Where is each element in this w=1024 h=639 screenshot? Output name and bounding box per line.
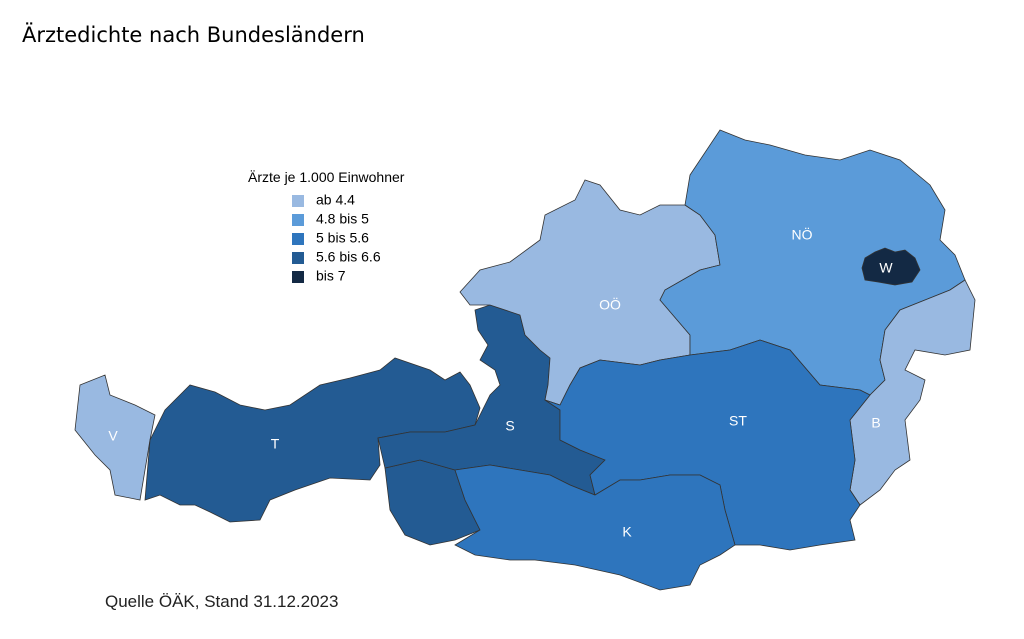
legend-label: 5.6 bis 6.6 (316, 249, 381, 265)
region-label: ST (729, 413, 747, 429)
legend-label: 4.8 bis 5 (316, 211, 369, 227)
region-label: W (879, 260, 893, 276)
legend-swatch (292, 271, 304, 283)
region-label: OÖ (599, 296, 621, 313)
region-k (454, 464, 736, 591)
legend-title: Ärzte je 1.000 Einwohner (248, 169, 405, 185)
legend: ab 4.4 4.8 bis 5 5 bis 5.6 5.6 bis 6.6 bis 7 (292, 192, 381, 284)
legend-swatch (292, 233, 304, 245)
region-st (544, 339, 871, 551)
region-label: NÖ (792, 226, 813, 243)
title: Ärztedichte nach Bundesländern (22, 22, 365, 47)
region-label: V (108, 428, 118, 444)
region-label: T (271, 436, 280, 452)
legend-swatch (292, 252, 304, 264)
region-label: K (622, 524, 632, 540)
region-label: B (871, 415, 880, 431)
legend-swatch (292, 214, 304, 226)
region-b (849, 279, 976, 506)
legend-label: bis 7 (316, 268, 346, 284)
region-label: S (505, 418, 514, 434)
legend-swatch (292, 195, 304, 207)
source: Quelle ÖÄK, Stand 31.12.2023 (105, 592, 338, 611)
region-v (74, 374, 156, 501)
legend-label: 5 bis 5.6 (316, 230, 369, 246)
region-w (861, 247, 921, 286)
legend-label: ab 4.4 (316, 192, 355, 208)
